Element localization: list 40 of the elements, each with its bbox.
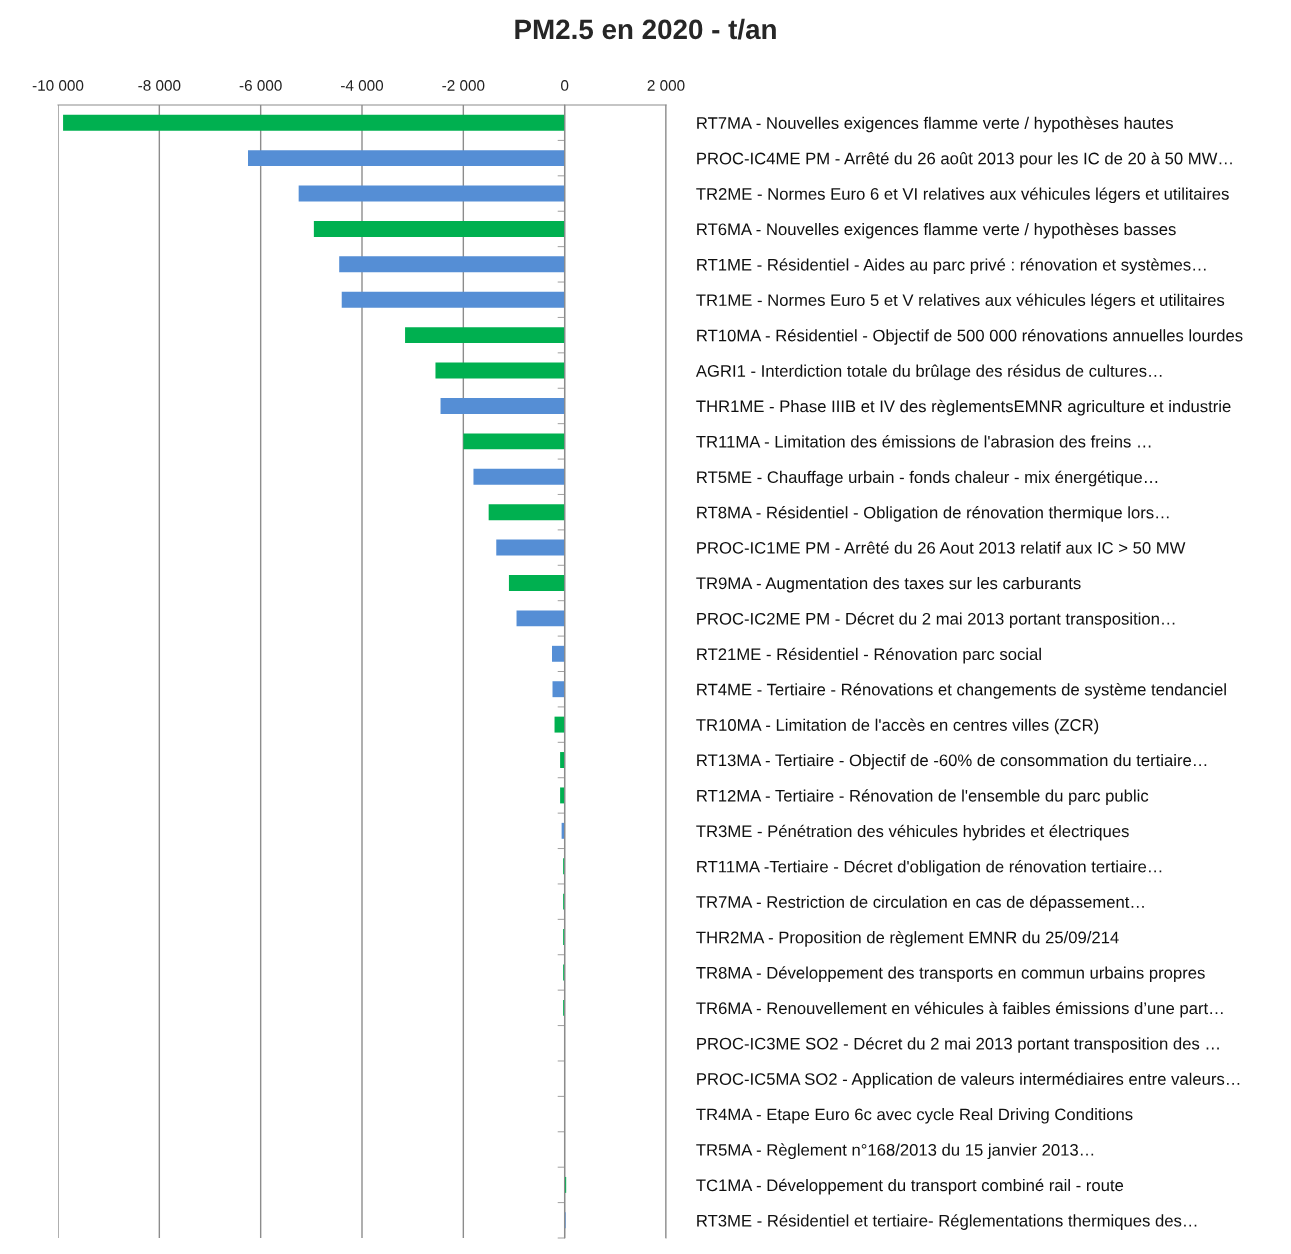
y-tick-label: TR3ME - Pénétration des véhicules hybrides et électriques (696, 824, 1129, 841)
y-tick-label: RT11MA -Tertiaire - Décret d'obligation de rénovation tertiaire… (697, 860, 1162, 876)
x-tick-label: 0 (561, 80, 569, 91)
y-tick-label: PROC-IC2ME PM - Décret du 2 mai 2013 portant transposition… (697, 612, 1175, 628)
x-tick-label: 2 000 (647, 80, 685, 91)
y-tick-label: RT12MA - Tertiaire - Rénovation de l'ensemble du parc public (697, 789, 1149, 806)
chart-title: PM2.5 en 2020 - t/an (515, 18, 776, 40)
y-tick-label: PROC-IC1ME PM - Arrêté du 26 Aout 2013 relatif aux IC > 50 MW (697, 541, 1186, 554)
y-tick-label: RT4ME - Tertiaire - Rénovations et changements de système tendanciel (697, 683, 1226, 699)
y-tick-label: TR7MA - Restriction de circulation en cas de dépassement… (696, 895, 1144, 912)
y-tick-label: RT3ME - Résidentiel et tertiaire- Réglementations thermiques des… (697, 1214, 1197, 1230)
y-tick-label: RT21ME - Résidentiel - Rénovation parc social (697, 647, 1041, 664)
x-tick-label: -10 000 (32, 80, 84, 91)
y-tick-label: PROC-IC4ME PM - Arrêté du 26 août 2013 pour les IC de 20 à 50 MW… (697, 151, 1232, 168)
y-tick-label: TC1MA - Développement du transport combiné rail - route (696, 1178, 1124, 1195)
y-tick-label: RT1ME - Résidentiel - Aides au parc privé : rénovation et systèmes… (697, 258, 1206, 274)
x-tick-label: -6 000 (239, 80, 282, 91)
y-tick-label: AGRI1 - Interdiction totale du brûlage des résidus de cultures… (695, 364, 1162, 381)
y-tick-label: TR1ME - Normes Euro 5 et V relatives aux véhicules légers et utilitaires (696, 293, 1225, 310)
y-tick-label: THR1ME - Phase IIIB et IV des règlementsEMNR agriculture et industrie (696, 399, 1231, 416)
y-tick-label: TR5MA - Règlement n°168/2013 du 15 janvier 2013… (696, 1143, 1094, 1160)
y-tick-label: TR4MA - Etape Euro 6c avec cycle Real Driving Conditions (696, 1108, 1133, 1124)
y-tick-label: PROC-IC5MA SO2 - Application de valeurs intermédiaires entre valeurs… (697, 1072, 1240, 1089)
y-tick-label: RT8MA - Résidentiel - Obligation de rénovation thermique lors… (697, 506, 1169, 522)
x-tick-label: -8 000 (138, 80, 181, 91)
y-tick-label: THR2MA - Proposition de règlement EMNR du 25/09/214 (696, 930, 1119, 947)
y-tick-label: RT5ME - Chauffage urbain - fonds chaleur - mix énergétique… (697, 470, 1158, 487)
x-tick-label: -2 000 (442, 80, 485, 91)
y-tick-label: TR8MA - Développement des transports en commun urbains propres (696, 966, 1205, 983)
y-tick-label: PROC-IC3ME SO2 - Décret du 2 mai 2013 portant transposition des … (697, 1037, 1219, 1053)
y-tick-label: RT6MA - Nouvelles exigences flamme verte / hypothèses basses (697, 222, 1176, 239)
y-tick-label: TR10MA - Limitation de l'accès en centres villes (ZCR) (696, 718, 1099, 735)
y-tick-label: TR6MA - Renouvellement en véhicules à faibles émissions d’une part… (696, 1001, 1223, 1018)
y-tick-label: TR11MA - Limitation des émissions de l'abrasion des freins … (696, 435, 1151, 448)
y-tick-label: TR2ME - Normes Euro 6 et VI relatives aux véhicules légers et utilitaires (696, 187, 1229, 204)
y-tick-label: RT7MA - Nouvelles exigences flamme verte / hypothèses hautes (697, 116, 1173, 133)
y-tick-label: RT13MA - Tertiaire - Objectif de -60% de consommation du tertiaire… (697, 753, 1207, 770)
y-tick-label: TR9MA - Augmentation des taxes sur les carburants (696, 576, 1081, 593)
x-tick-label: -4 000 (341, 80, 384, 91)
y-tick-label: RT10MA - Résidentiel - Objectif de 500 000 rénovations annuelles lourdes (697, 329, 1243, 345)
